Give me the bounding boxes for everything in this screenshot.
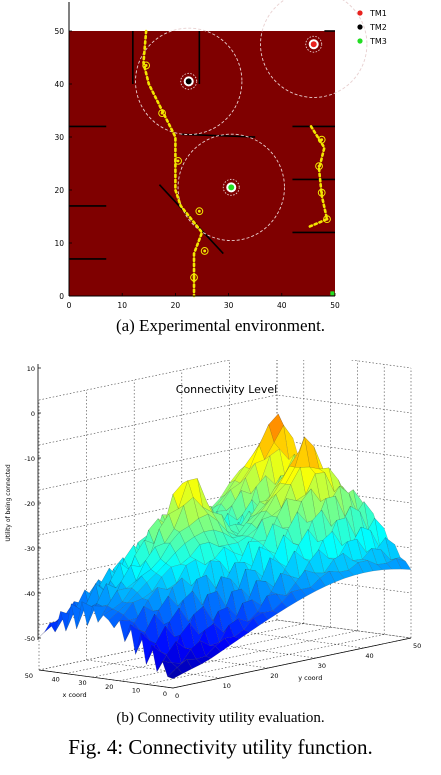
z-tick-label: 0 — [31, 410, 35, 418]
y-tick-label: 40 — [365, 652, 373, 660]
x-tick-label: 50 — [330, 301, 340, 310]
x-axis-label: x coord — [63, 691, 87, 699]
x-tick-label: 0 — [67, 301, 72, 310]
x-tick-label: 40 — [277, 301, 287, 310]
caption-b: (b) Connectivity utility evaluation. — [116, 710, 325, 726]
floor-gridline — [86, 659, 221, 679]
z-axis-label: Utility of being connected — [5, 464, 12, 542]
z-tick-label: -10 — [24, 455, 35, 463]
x-tick-label: 10 — [117, 301, 127, 310]
y-tick-label: 0 — [175, 692, 179, 700]
y-tick-label: 10 — [54, 239, 64, 248]
x-tick-label: 10 — [132, 686, 140, 694]
legend-label: TM3 — [369, 37, 387, 46]
waypoint — [200, 247, 209, 255]
waypoint-center — [160, 111, 164, 115]
y-tick-label: 50 — [413, 642, 421, 650]
waypoint — [195, 207, 204, 216]
connectivity-surface-plot: 10 0 -10 -20 -30 -40 -50 Utility of being conne… — [5, 360, 421, 700]
y-tick-label: 40 — [54, 80, 64, 89]
legend-label: TM1 — [369, 9, 387, 18]
legend-label: TM2 — [369, 23, 387, 32]
marker-tm3 — [228, 184, 235, 191]
y-tick-label: 0 — [59, 292, 64, 301]
z-tick-label: 10 — [27, 365, 35, 373]
floor-gridline — [276, 619, 412, 639]
x-tick-label: 20 — [171, 301, 181, 310]
legend-marker — [357, 38, 363, 44]
plot-area — [69, 31, 335, 296]
z-tick-label: -40 — [24, 590, 35, 598]
environment-plot: 0 10 20 30 40 50 0 10 20 30 40 50 TM1 TM2 TM3 — [54, 0, 387, 310]
waypoint-center — [203, 249, 207, 253]
waypoint-center — [192, 276, 196, 279]
x-axis — [38, 669, 174, 689]
caption-a: (a) Experimental environment. — [115, 316, 326, 335]
range-circle — [177, 133, 285, 242]
range-circle — [305, 35, 323, 53]
y-tick-label: 20 — [54, 186, 64, 195]
x-tick-label: 30 — [224, 301, 234, 310]
y-axis-label: y coord — [298, 674, 322, 682]
waypoint — [315, 162, 323, 171]
y-tick-label: 30 — [318, 662, 326, 670]
legend-marker — [357, 24, 363, 30]
waypoint-center — [320, 138, 324, 142]
marker-tm2 — [185, 78, 192, 85]
x-tick-label: 40 — [52, 676, 60, 684]
waypoint — [323, 215, 331, 224]
range-circle — [260, 0, 368, 98]
waypoint-center — [144, 64, 148, 67]
range-circle — [180, 72, 198, 90]
waypoint-center — [176, 159, 180, 163]
waypoint — [142, 61, 151, 70]
surface-patch — [81, 601, 98, 627]
figure-caption: Fig. 4: Connectivity utility function. — [68, 735, 373, 759]
z-gridline — [38, 394, 412, 446]
x-tick-label: 50 — [25, 672, 33, 680]
range-circle — [135, 27, 243, 135]
waypoint — [158, 109, 167, 118]
y-tick-label: 50 — [54, 27, 64, 36]
waypoint-center — [197, 209, 201, 213]
waypoint-center — [317, 164, 321, 168]
z-tick-label: -30 — [24, 545, 35, 553]
chart-title: Connectivity Level — [176, 383, 277, 396]
marker-tm1 — [310, 41, 317, 48]
waypoint-center — [320, 191, 324, 195]
y-axis — [172, 637, 412, 689]
y-tick-label: 30 — [54, 133, 64, 142]
waypoint — [174, 156, 182, 165]
waypoint — [317, 135, 326, 144]
waypoint — [317, 188, 326, 197]
range-circle — [222, 178, 240, 196]
z-tick-label: -50 — [24, 635, 35, 643]
x-tick-label: 20 — [105, 683, 113, 691]
legend-marker — [357, 10, 363, 16]
z-gridline — [38, 360, 412, 401]
x-tick-label: 0 — [163, 690, 167, 698]
start-marker — [330, 291, 335, 296]
z-tick-label: -20 — [24, 500, 35, 508]
x-tick-label: 30 — [78, 679, 86, 687]
z-gridline — [38, 439, 412, 491]
y-tick-label: 20 — [270, 672, 278, 680]
waypoint — [190, 273, 198, 282]
surface-patch — [167, 667, 183, 679]
floor-gridline — [229, 629, 364, 649]
y-tick-label: 10 — [223, 682, 231, 690]
z-gridline — [38, 484, 412, 536]
waypoint-center — [325, 217, 329, 221]
